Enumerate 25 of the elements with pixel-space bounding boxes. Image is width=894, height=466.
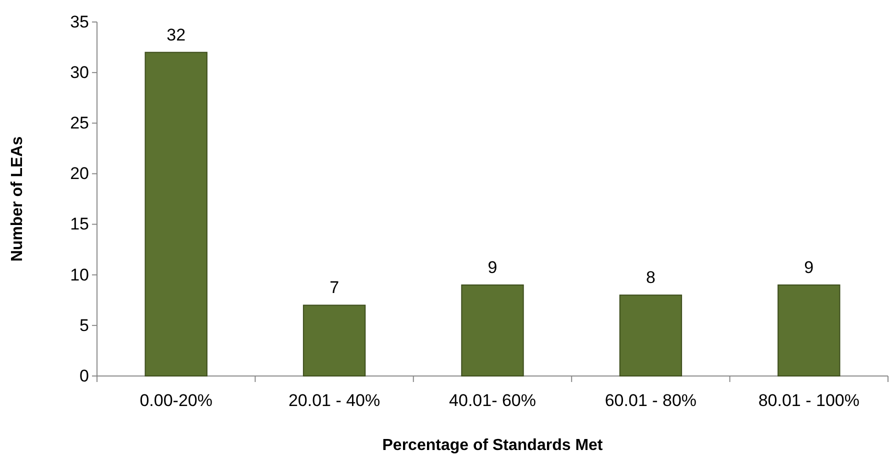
y-tick-label: 5 — [80, 316, 89, 335]
x-tick-label: 80.01 - 100% — [758, 391, 860, 410]
bar — [302, 304, 366, 376]
data-label: 9 — [488, 258, 498, 277]
x-tick-label: 20.01 - 40% — [288, 391, 380, 410]
y-tick-label: 30 — [70, 63, 89, 82]
x-tick-label: 60.01 - 80% — [604, 391, 697, 410]
x-tick-label: 0.00-20% — [140, 391, 212, 410]
x-axis-title: Percentage of Standards Met — [382, 437, 604, 454]
x-tick-label: 40.01- 60% — [449, 391, 536, 410]
bar — [619, 294, 682, 376]
y-tick-label: 35 — [70, 12, 89, 32]
bar — [144, 52, 208, 376]
data-label: 9 — [804, 258, 814, 277]
y-tick-label: 15 — [70, 214, 89, 234]
data-label: 8 — [646, 268, 656, 288]
y-tick-label: 0 — [80, 366, 89, 386]
y-tick-label: 25 — [70, 114, 89, 133]
y-tick-label: 20 — [70, 164, 89, 184]
data-label: 32 — [166, 25, 186, 44]
data-label: 7 — [330, 278, 340, 298]
bar — [461, 284, 524, 376]
bar — [778, 284, 840, 376]
y-axis-title: Number of LEAs — [9, 136, 26, 262]
y-tick-label: 10 — [70, 265, 89, 284]
